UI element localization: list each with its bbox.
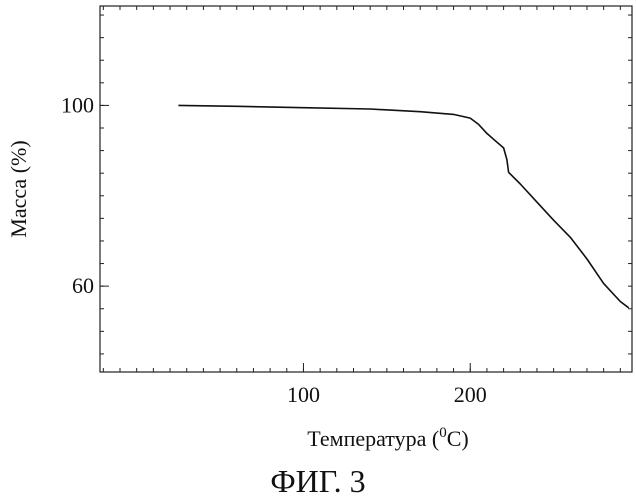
- x-tick-label: 100: [287, 382, 320, 407]
- mass-curve: [178, 105, 628, 307]
- tick-labels: 100 200 60 100: [61, 92, 487, 407]
- y-tick-label: 100: [61, 92, 94, 117]
- x-axis-title: Температура (0C): [307, 425, 468, 451]
- figure-caption: ФИГ. 3: [270, 463, 365, 499]
- x-axis-title-superscript: 0: [439, 425, 447, 441]
- tick-marks: [100, 6, 632, 372]
- x-tick-label: 200: [454, 382, 487, 407]
- x-axis-title-tail: C): [447, 426, 469, 451]
- y-tick-label: 60: [72, 273, 94, 298]
- x-axis-title-main: Температура (: [307, 426, 439, 451]
- plot-frame: [100, 6, 632, 372]
- y-axis-title: Масса (%): [6, 140, 31, 237]
